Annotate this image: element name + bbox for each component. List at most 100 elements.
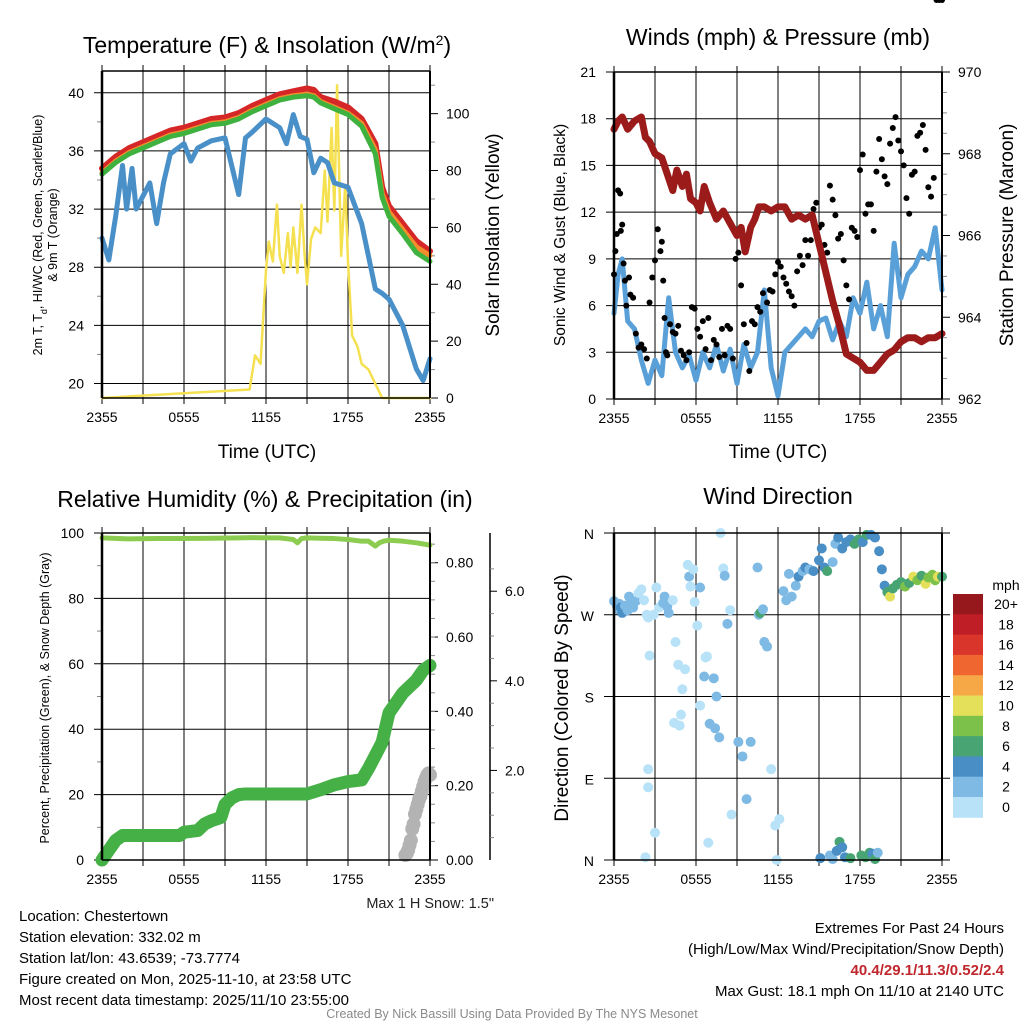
latlon-text: Station lat/lon: 43.6539; -73.7774 <box>19 950 241 967</box>
legend-swatch <box>953 715 983 737</box>
temperature-y-tick-label: 40 <box>68 85 84 101</box>
gust-point <box>810 206 817 213</box>
wind-direction-point <box>786 591 797 602</box>
gust-point <box>654 226 661 233</box>
gust-point <box>862 210 869 217</box>
recent-data-text: Most recent data timestamp: 2025/11/10 2… <box>19 992 349 1009</box>
wind-direction-point <box>778 586 789 597</box>
gust-point <box>764 299 771 306</box>
gust-point <box>705 315 712 322</box>
gust-point <box>769 288 776 295</box>
wind-direction-y-tick-label: W <box>581 608 595 624</box>
humidity-line <box>99 535 433 549</box>
gust-point <box>672 330 679 337</box>
gust-point <box>939 0 945 3</box>
credit-text: Created By Nick Bassill Using Data Provi… <box>326 1007 698 1021</box>
temperature-y-tick-label: 24 <box>68 317 84 333</box>
gust-point <box>775 258 781 265</box>
wind-direction-point <box>872 847 883 858</box>
gust-point <box>889 125 896 132</box>
gust-point <box>661 315 668 322</box>
gust-point <box>727 325 734 332</box>
gust-point <box>718 325 725 332</box>
legend-label: 18 <box>998 616 1014 632</box>
gust-point <box>708 357 715 364</box>
humidity-x-tick-label: 2355 <box>414 871 445 887</box>
gust-point <box>835 235 842 242</box>
wind-direction-y-axis-label: Direction (Colored By Speed) <box>552 574 573 821</box>
gust-point <box>857 167 863 174</box>
pressure-y2-tick-label: 964 <box>958 309 982 325</box>
gust-point <box>846 296 853 303</box>
gust-point <box>813 199 820 206</box>
extremes-fields: (High/Low/Max Wind/Precipitation/Snow De… <box>688 941 1004 958</box>
gust-point <box>911 168 918 175</box>
legend-label: 6 <box>1002 738 1010 754</box>
max-gust-text: Max Gust: 18.1 mph On 11/10 at 2140 UTC <box>714 983 1004 1000</box>
wind-direction-point <box>695 582 706 593</box>
wind-direction-point <box>808 566 819 577</box>
humidity-y-tick-label: 20 <box>68 787 84 803</box>
winds-y-tick-label: 0 <box>588 391 596 407</box>
wind-direction-point <box>845 853 856 864</box>
extremes-box: Extremes For Past 24 Hours (High/Low/Max… <box>688 918 1004 1002</box>
winds-y-tick-label: 18 <box>580 111 596 127</box>
wind-direction-point <box>670 637 681 647</box>
gust-point <box>626 274 633 281</box>
gust-point <box>859 151 866 158</box>
gust-point <box>928 193 935 200</box>
gust-point <box>829 196 836 203</box>
gust-point <box>878 156 885 163</box>
winds-y-axis-label: Sonic Wind & Gust (Blue, Black) <box>552 124 569 346</box>
hiwc-line <box>99 112 433 384</box>
gust-point <box>794 268 801 275</box>
gust-point <box>710 336 717 343</box>
pressure-y2-tick-label: 962 <box>958 391 982 407</box>
gust-point <box>740 321 747 328</box>
gust-point <box>746 367 753 374</box>
wind-direction-point <box>659 591 670 602</box>
station-info: Location: Chestertown Station elevation:… <box>19 906 351 1011</box>
wind-direction-point <box>745 736 756 747</box>
gust-point <box>799 262 806 269</box>
insolation-y2-tick-label: 40 <box>446 276 462 292</box>
legend-label: 16 <box>998 637 1014 653</box>
wind-direction-point <box>827 854 838 865</box>
gust-point <box>658 238 665 245</box>
wind-direction-point <box>708 673 719 684</box>
legend-swatch <box>953 695 983 717</box>
wind-direction-y-tick-label: N <box>584 526 594 542</box>
gust-point <box>680 352 687 359</box>
winds-x-tick-label: 1755 <box>844 410 875 426</box>
wind-direction-point <box>643 764 654 775</box>
gust-point <box>870 227 877 234</box>
elevation-text: Station elevation: 332.02 m <box>19 929 201 946</box>
humidity-y-axis-label: Percent, Precipitation (Green), & Snow D… <box>38 552 52 843</box>
winds-y-tick-label: 21 <box>580 64 596 80</box>
wind-direction-point <box>701 651 712 662</box>
gust-point <box>895 137 902 144</box>
gust-point <box>657 248 664 255</box>
gust-point <box>805 252 812 259</box>
humidity-y-tick-label: 60 <box>68 656 84 672</box>
wind-direction-chart-title: Wind Direction <box>703 483 853 509</box>
wind-direction-point <box>710 723 721 734</box>
gust-point <box>623 302 630 309</box>
winds-y-tick-label: 12 <box>580 204 596 220</box>
snow-y3-tick-label: 4.0 <box>505 673 525 689</box>
wind-direction-point <box>737 751 748 762</box>
winds-x-tick-label: 0555 <box>680 410 711 426</box>
wind-direction-point <box>774 814 785 825</box>
gust-point <box>826 182 833 189</box>
humidity-x-tick-label: 1155 <box>251 871 281 887</box>
insolation-y2-tick-label: 0 <box>446 390 454 406</box>
gust-point <box>818 221 825 228</box>
humidity-x-tick-label: 1755 <box>332 871 363 887</box>
gust-point <box>930 174 937 181</box>
gust-point <box>903 195 910 202</box>
gust-point <box>757 308 764 315</box>
wind-direction-point <box>783 568 794 579</box>
gust-point <box>652 257 658 264</box>
sonic-wind-line <box>611 225 945 399</box>
wind-direction-x-tick-label: 0555 <box>680 871 711 887</box>
